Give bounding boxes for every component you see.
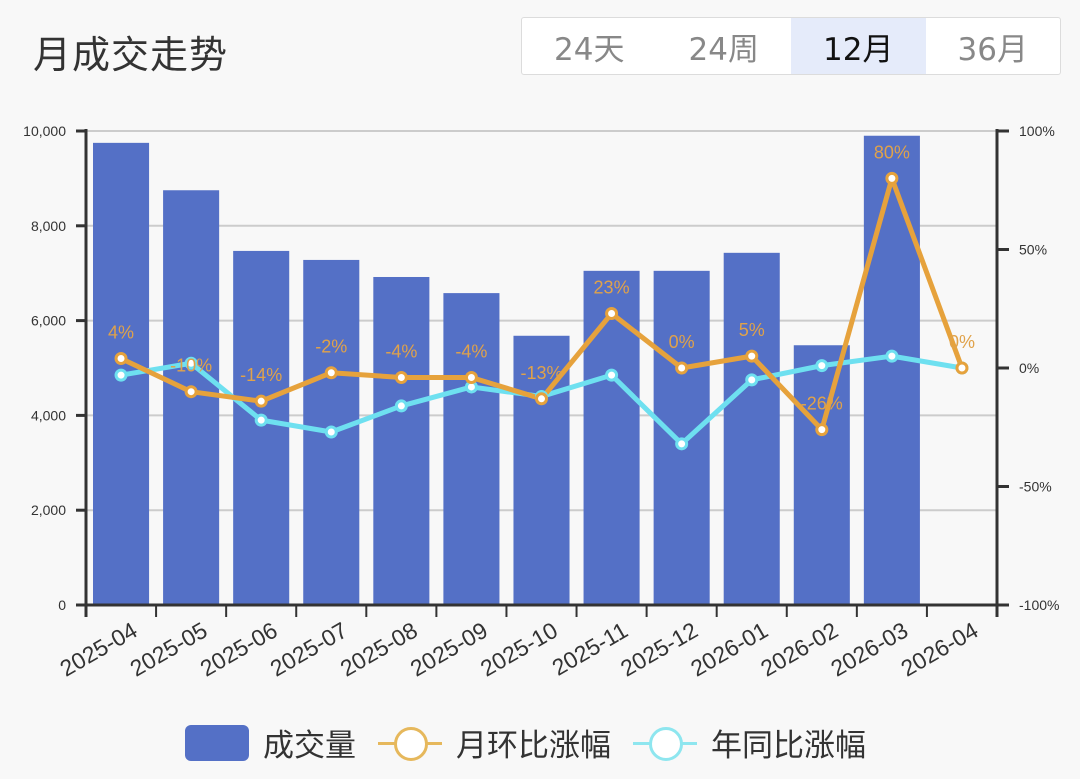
mom-point[interactable] (815, 423, 829, 437)
tab-36-months[interactable]: 36月 (957, 31, 1028, 68)
monthly-volume-chart: 0 2,000 4,000 6,000 8,000 10,000 -100% -50% 0% 50… (23, 123, 1059, 682)
volume-bar[interactable] (723, 252, 780, 605)
x-tick-label: 2025-07 (266, 617, 352, 682)
x-tick-label: 2026-04 (896, 617, 982, 682)
y-right-tick-label: -100% (1019, 597, 1059, 613)
x-tick-label: 2025-08 (336, 617, 422, 682)
y-left-tick-label: 8,000 (31, 218, 66, 234)
volume-bar[interactable] (513, 335, 570, 605)
yoy-point[interactable] (114, 368, 128, 382)
yoy-point[interactable] (885, 349, 899, 363)
volume-bar[interactable] (863, 135, 920, 606)
mom-data-label: 4% (108, 323, 134, 343)
tab-24-days[interactable]: 24天 (554, 31, 625, 68)
x-tick-label: 2026-03 (826, 617, 912, 682)
mom-data-label: -4% (385, 341, 417, 361)
line-circle-icon (378, 725, 442, 761)
chart-legend: 成交量 月环比涨幅 年同比涨幅 (185, 720, 888, 765)
legend-label: 成交量 (263, 728, 356, 764)
x-tick-label: 2025-10 (476, 617, 562, 682)
volume-bar[interactable] (373, 276, 430, 605)
mom-point[interactable] (324, 366, 338, 380)
mom-point[interactable] (955, 361, 969, 375)
x-tick-label: 2025-11 (547, 617, 632, 681)
x-tick-label: 2025-05 (126, 617, 212, 682)
mom-data-label: 0% (949, 332, 975, 352)
yoy-point[interactable] (605, 368, 619, 382)
mom-data-label: -2% (315, 337, 347, 357)
yoy-point[interactable] (745, 373, 759, 387)
volume-bar[interactable] (233, 250, 290, 605)
mom-data-label: -14% (240, 365, 282, 385)
tab-12-months[interactable]: 12月 (791, 18, 926, 74)
yoy-point[interactable] (184, 356, 198, 370)
mom-point[interactable] (254, 394, 268, 408)
mom-data-label: -4% (455, 341, 487, 361)
y-right-tick-label: 50% (1019, 242, 1047, 258)
mom-data-label: -10% (170, 356, 212, 376)
mom-data-label: -26% (801, 394, 843, 414)
mom-point[interactable] (394, 370, 408, 384)
mom-point[interactable] (885, 171, 899, 185)
y-right-tick-label: -50% (1019, 479, 1052, 495)
y-left-tick-label: 2,000 (31, 502, 66, 518)
y-left-tick-label: 4,000 (31, 407, 66, 423)
y-right-tick-label: 100% (1019, 123, 1055, 139)
x-tick-label: 2026-01 (686, 617, 772, 682)
mom-point[interactable] (745, 349, 759, 363)
mom-data-label: 5% (739, 320, 765, 340)
x-tick-label: 2025-12 (616, 617, 702, 682)
mom-data-label: 80% (874, 142, 910, 162)
y-right-tick-label: 0% (1019, 360, 1039, 376)
yoy-point[interactable] (675, 437, 689, 451)
bar-swatch-icon (185, 724, 249, 761)
yoy-point[interactable] (815, 359, 829, 373)
x-tick-label: 2025-09 (406, 617, 492, 682)
mom-point[interactable] (535, 392, 548, 406)
legend-label: 月环比涨幅 (456, 728, 611, 764)
yoy-point[interactable] (254, 413, 268, 427)
mom-point[interactable] (464, 370, 478, 384)
line-circle-icon (633, 725, 697, 761)
y-left-tick-label: 6,000 (31, 313, 66, 329)
x-tick-label: 2026-02 (756, 617, 842, 682)
legend-label: 年同比涨幅 (711, 728, 866, 764)
legend-item-volume[interactable]: 成交量 (185, 720, 356, 765)
yoy-point[interactable] (394, 399, 408, 413)
mom-data-label: 0% (669, 332, 695, 352)
tab-24-weeks[interactable]: 24周 (688, 31, 759, 68)
mom-point[interactable] (675, 361, 689, 375)
mom-data-label: -13% (520, 363, 562, 383)
page-title: 月成交走势 (33, 33, 229, 77)
mom-point[interactable] (184, 385, 198, 399)
mom-data-label: 23% (594, 277, 630, 297)
x-tick-label: 2025-06 (196, 617, 282, 682)
mom-point[interactable] (605, 306, 619, 320)
y-left-tick-label: 0 (58, 597, 66, 613)
volume-bar[interactable] (583, 270, 640, 605)
x-tick-label: 2025-04 (55, 617, 141, 682)
legend-item-mom[interactable]: 月环比涨幅 (378, 720, 611, 765)
mom-point[interactable] (114, 352, 128, 366)
y-left-tick-label: 10,000 (23, 123, 66, 139)
volume-bar[interactable] (443, 293, 500, 605)
legend-item-yoy[interactable]: 年同比涨幅 (633, 720, 866, 765)
yoy-point[interactable] (324, 425, 338, 439)
volume-bar[interactable] (793, 345, 850, 605)
range-selector: 24天 24周 12月 36月 (521, 17, 1061, 75)
